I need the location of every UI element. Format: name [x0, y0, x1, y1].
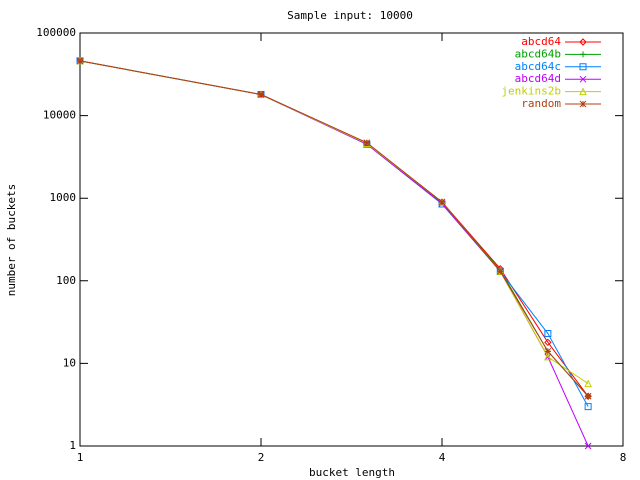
marker	[544, 352, 552, 361]
legend-label: random	[521, 97, 561, 110]
y-axis-label: number of buckets	[5, 184, 18, 297]
marker	[579, 75, 587, 83]
legend-label: jenkins2b	[501, 85, 561, 98]
legend-label: abcd64d	[515, 72, 561, 85]
y-tick-label: 100	[56, 274, 76, 287]
series-line	[79, 60, 589, 447]
series-line	[79, 60, 589, 384]
series-line	[79, 60, 589, 397]
marker	[257, 91, 265, 98]
marker	[579, 63, 587, 71]
legend-label: abcd64	[521, 35, 561, 48]
marker	[496, 268, 504, 275]
plot-frame	[79, 32, 624, 447]
chart-title: Sample input: 10000	[287, 9, 413, 22]
x-tick-label: 4	[439, 451, 446, 464]
y-tick-label: 100000	[36, 26, 76, 39]
marker	[438, 198, 446, 206]
marker	[584, 442, 592, 450]
legend-label: abcd64b	[515, 47, 561, 60]
marker	[584, 392, 592, 400]
marker	[584, 403, 592, 411]
y-tick-label: 10	[63, 356, 76, 369]
marker	[579, 100, 587, 108]
marker	[363, 139, 371, 147]
x-axis-label: bucket length	[309, 466, 395, 479]
y-tick-label: 1000	[50, 191, 77, 204]
y-tick-label: 10000	[43, 109, 76, 122]
marker	[579, 38, 587, 46]
y-tick-label: 1	[69, 439, 76, 452]
marker	[544, 330, 552, 338]
marker	[544, 347, 552, 355]
marker	[579, 87, 587, 96]
x-tick-label: 2	[258, 451, 265, 464]
marker	[584, 392, 592, 400]
x-tick-label: 8	[620, 451, 627, 464]
x-tick-label: 1	[77, 451, 84, 464]
marker	[544, 338, 552, 347]
legend-label: abcd64c	[515, 60, 561, 73]
marker	[580, 51, 586, 58]
series-line	[79, 60, 589, 397]
series-line	[79, 60, 589, 397]
marker	[76, 57, 84, 65]
series-line	[79, 60, 589, 407]
marker	[584, 379, 592, 388]
